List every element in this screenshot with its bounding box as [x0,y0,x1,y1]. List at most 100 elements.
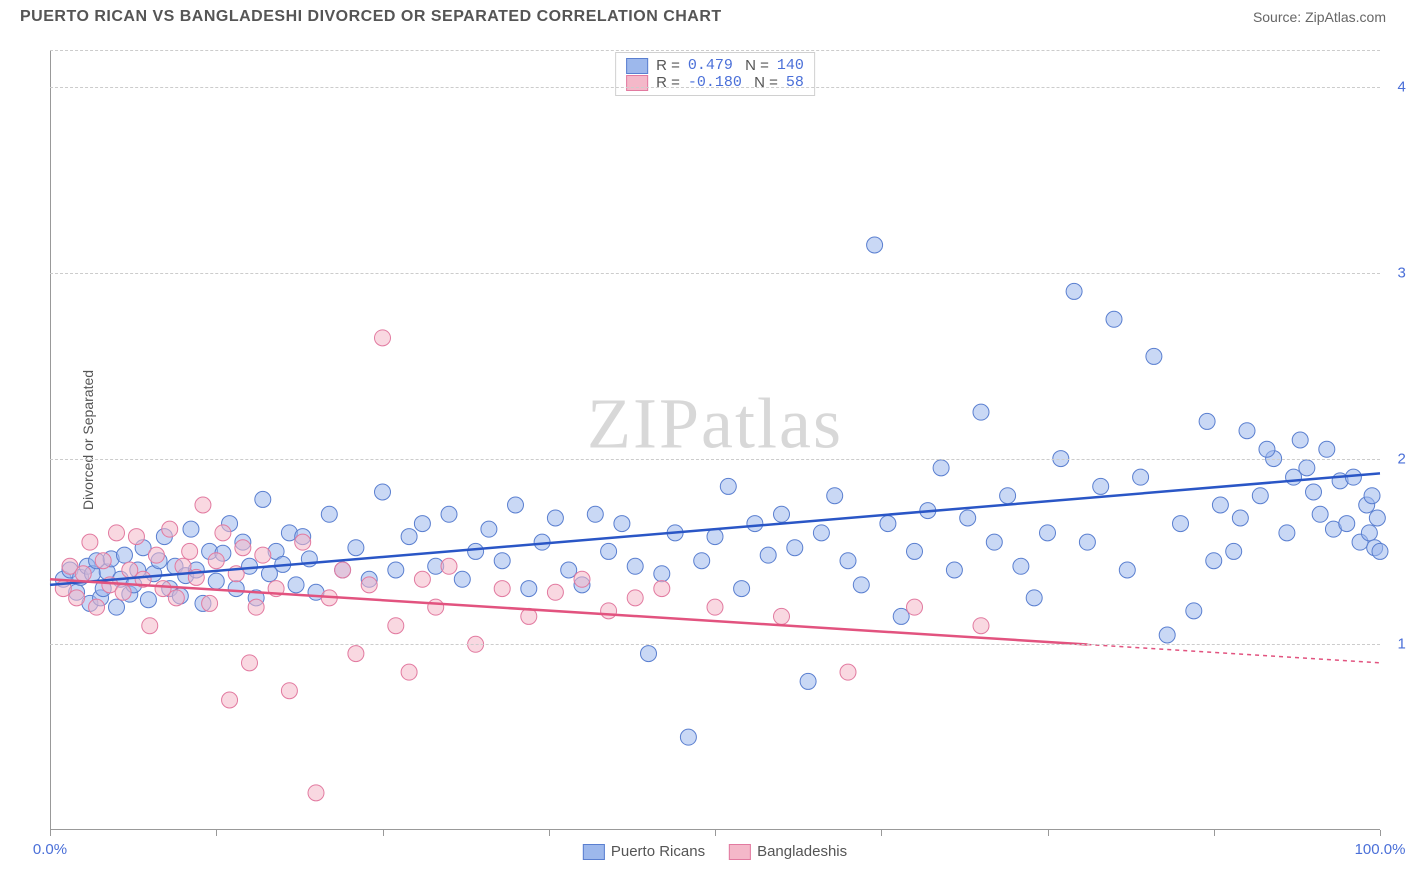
data-point [148,547,164,563]
data-point [946,562,962,578]
data-point [654,566,670,582]
data-point [1133,469,1149,485]
data-point [574,571,590,587]
data-point [1159,627,1175,643]
data-point [295,534,311,550]
data-point [361,577,377,593]
trend-line-extrapolated [1087,644,1380,662]
scatter-plot-svg [50,50,1380,830]
data-point [561,562,577,578]
data-point [1026,590,1042,606]
data-point [614,516,630,532]
data-point [907,599,923,615]
y-tick-label: 30.0% [1385,264,1406,281]
data-point [202,595,218,611]
data-point [627,558,643,574]
data-point [288,577,304,593]
data-point [680,729,696,745]
data-point [880,516,896,532]
gridline [50,644,1380,645]
data-point [109,525,125,541]
data-point [813,525,829,541]
data-point [321,506,337,522]
data-point [208,573,224,589]
data-point [867,237,883,253]
data-point [800,673,816,689]
data-point [1040,525,1056,541]
swatch-puerto-rican-icon [583,844,605,860]
x-tick [549,830,550,836]
data-point [388,562,404,578]
data-point [601,603,617,619]
data-point [255,547,271,563]
data-point [441,506,457,522]
legend-item-pr: Puerto Ricans [583,843,705,860]
data-point [235,540,251,556]
data-point [228,581,244,597]
data-point [1372,543,1388,559]
data-point [468,543,484,559]
data-point [215,525,231,541]
data-point [248,599,264,615]
gridline [50,50,1380,51]
data-point [82,534,98,550]
data-point [774,608,790,624]
x-tick-label: 100.0% [1355,841,1406,858]
data-point [587,506,603,522]
data-point [1292,432,1308,448]
data-point [508,497,524,513]
data-point [973,404,989,420]
data-point [960,510,976,526]
data-point [840,553,856,569]
data-point [1226,543,1242,559]
data-point [401,529,417,545]
data-point [641,646,657,662]
data-point [375,330,391,346]
data-point [1186,603,1202,619]
data-point [1306,484,1322,500]
data-point [1279,525,1295,541]
data-point [1286,469,1302,485]
data-point [694,553,710,569]
x-tick [1048,830,1049,836]
x-tick [383,830,384,836]
y-tick-label: 40.0% [1385,79,1406,96]
x-tick [216,830,217,836]
data-point [182,543,198,559]
legend-row-pr: R = 0.479 N = 140 [626,57,804,74]
data-point [140,592,156,608]
data-point [109,599,125,615]
data-point [454,571,470,587]
data-point [162,521,178,537]
data-point [627,590,643,606]
gridline [50,459,1380,460]
data-point [547,510,563,526]
data-point [255,491,271,507]
x-tick [50,830,51,836]
data-point [1239,423,1255,439]
correlation-legend: R = 0.479 N = 140 R = -0.180 N = 58 [615,52,815,96]
data-point [654,581,670,597]
gridline [50,87,1380,88]
data-point [707,529,723,545]
data-point [208,553,224,569]
chart-container: Divorced or Separated ZIPatlas R = 0.479… [50,50,1380,830]
data-point [69,590,85,606]
data-point [95,553,111,569]
data-point [720,478,736,494]
data-point [115,584,131,600]
data-point [1119,562,1135,578]
data-point [747,516,763,532]
data-point [242,655,258,671]
data-point [155,581,171,597]
data-point [195,497,211,513]
x-tick [1380,830,1381,836]
data-point [1369,510,1385,526]
data-point [547,584,563,600]
data-point [1106,311,1122,327]
trend-line [50,579,1087,644]
data-point [1093,478,1109,494]
legend-item-bd: Bangladeshis [729,843,847,860]
data-point [414,571,430,587]
series-legend: Puerto Ricans Bangladeshis [583,843,847,860]
